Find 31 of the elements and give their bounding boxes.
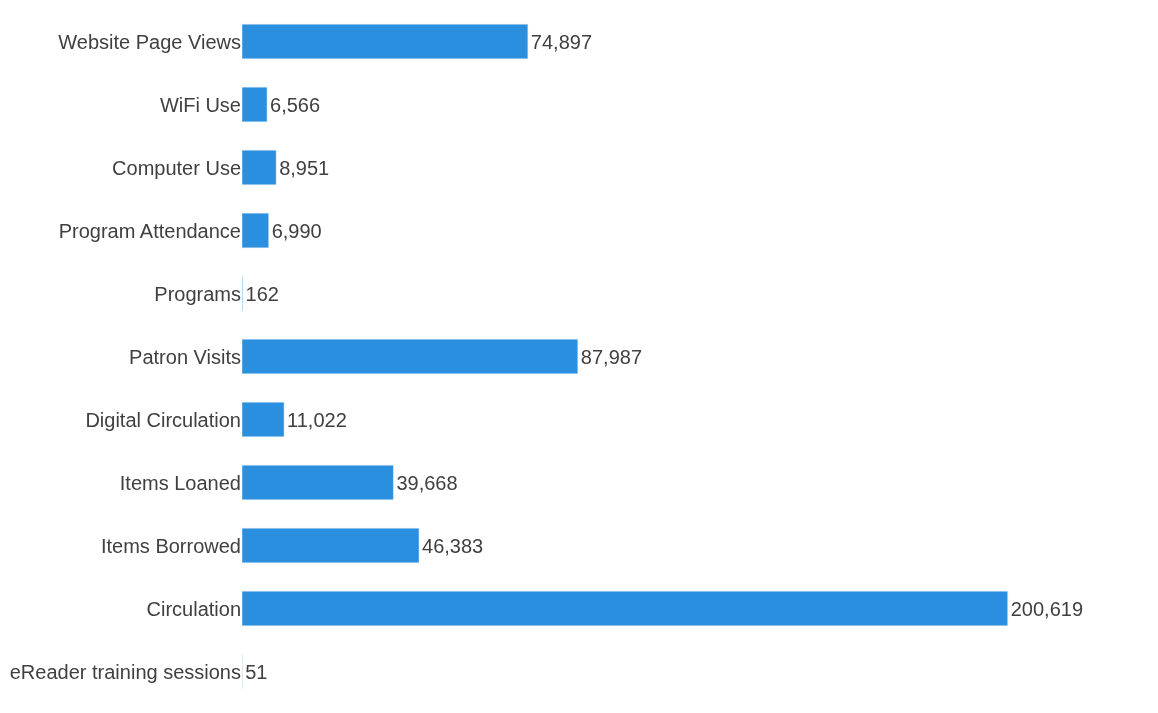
- y-tick-label: WiFi Use: [159, 93, 241, 116]
- data-label: 11,022: [287, 408, 347, 431]
- data-label: 74,897: [530, 30, 593, 53]
- bar: [242, 590, 1008, 627]
- y-tick-label: Digital Circulation: [85, 408, 241, 431]
- data-label: 51: [245, 660, 268, 683]
- y-tick-label: Program Attendance: [58, 219, 241, 242]
- data-label: 200,619: [1010, 597, 1083, 620]
- y-tick-label: Patron Visits: [129, 345, 241, 368]
- y-tick-label: Website Page Views: [58, 30, 241, 53]
- y-tick-label: Items Borrowed: [100, 534, 241, 557]
- bar: [242, 527, 420, 564]
- data-label: 46,383: [422, 534, 484, 557]
- data-label: 6,566: [270, 93, 321, 116]
- bar: [242, 149, 277, 186]
- y-tick-label: Programs: [154, 282, 241, 305]
- data-label: 87,987: [580, 345, 642, 368]
- data-label: 8,951: [279, 156, 330, 179]
- y-tick-label: Items Loaned: [119, 471, 241, 494]
- bar: [242, 464, 394, 501]
- data-label: 6,990: [271, 219, 322, 242]
- bar: [242, 212, 269, 249]
- y-tick-label: Computer Use: [112, 156, 241, 179]
- bar: [242, 338, 579, 375]
- y-tick-label: Circulation: [146, 597, 241, 620]
- y-tick-label: eReader training sessions: [9, 660, 241, 683]
- bar: [242, 401, 285, 438]
- bar: [242, 23, 529, 60]
- bar: [242, 86, 268, 123]
- data-label: 39,668: [396, 471, 458, 494]
- data-label: 162: [245, 282, 279, 305]
